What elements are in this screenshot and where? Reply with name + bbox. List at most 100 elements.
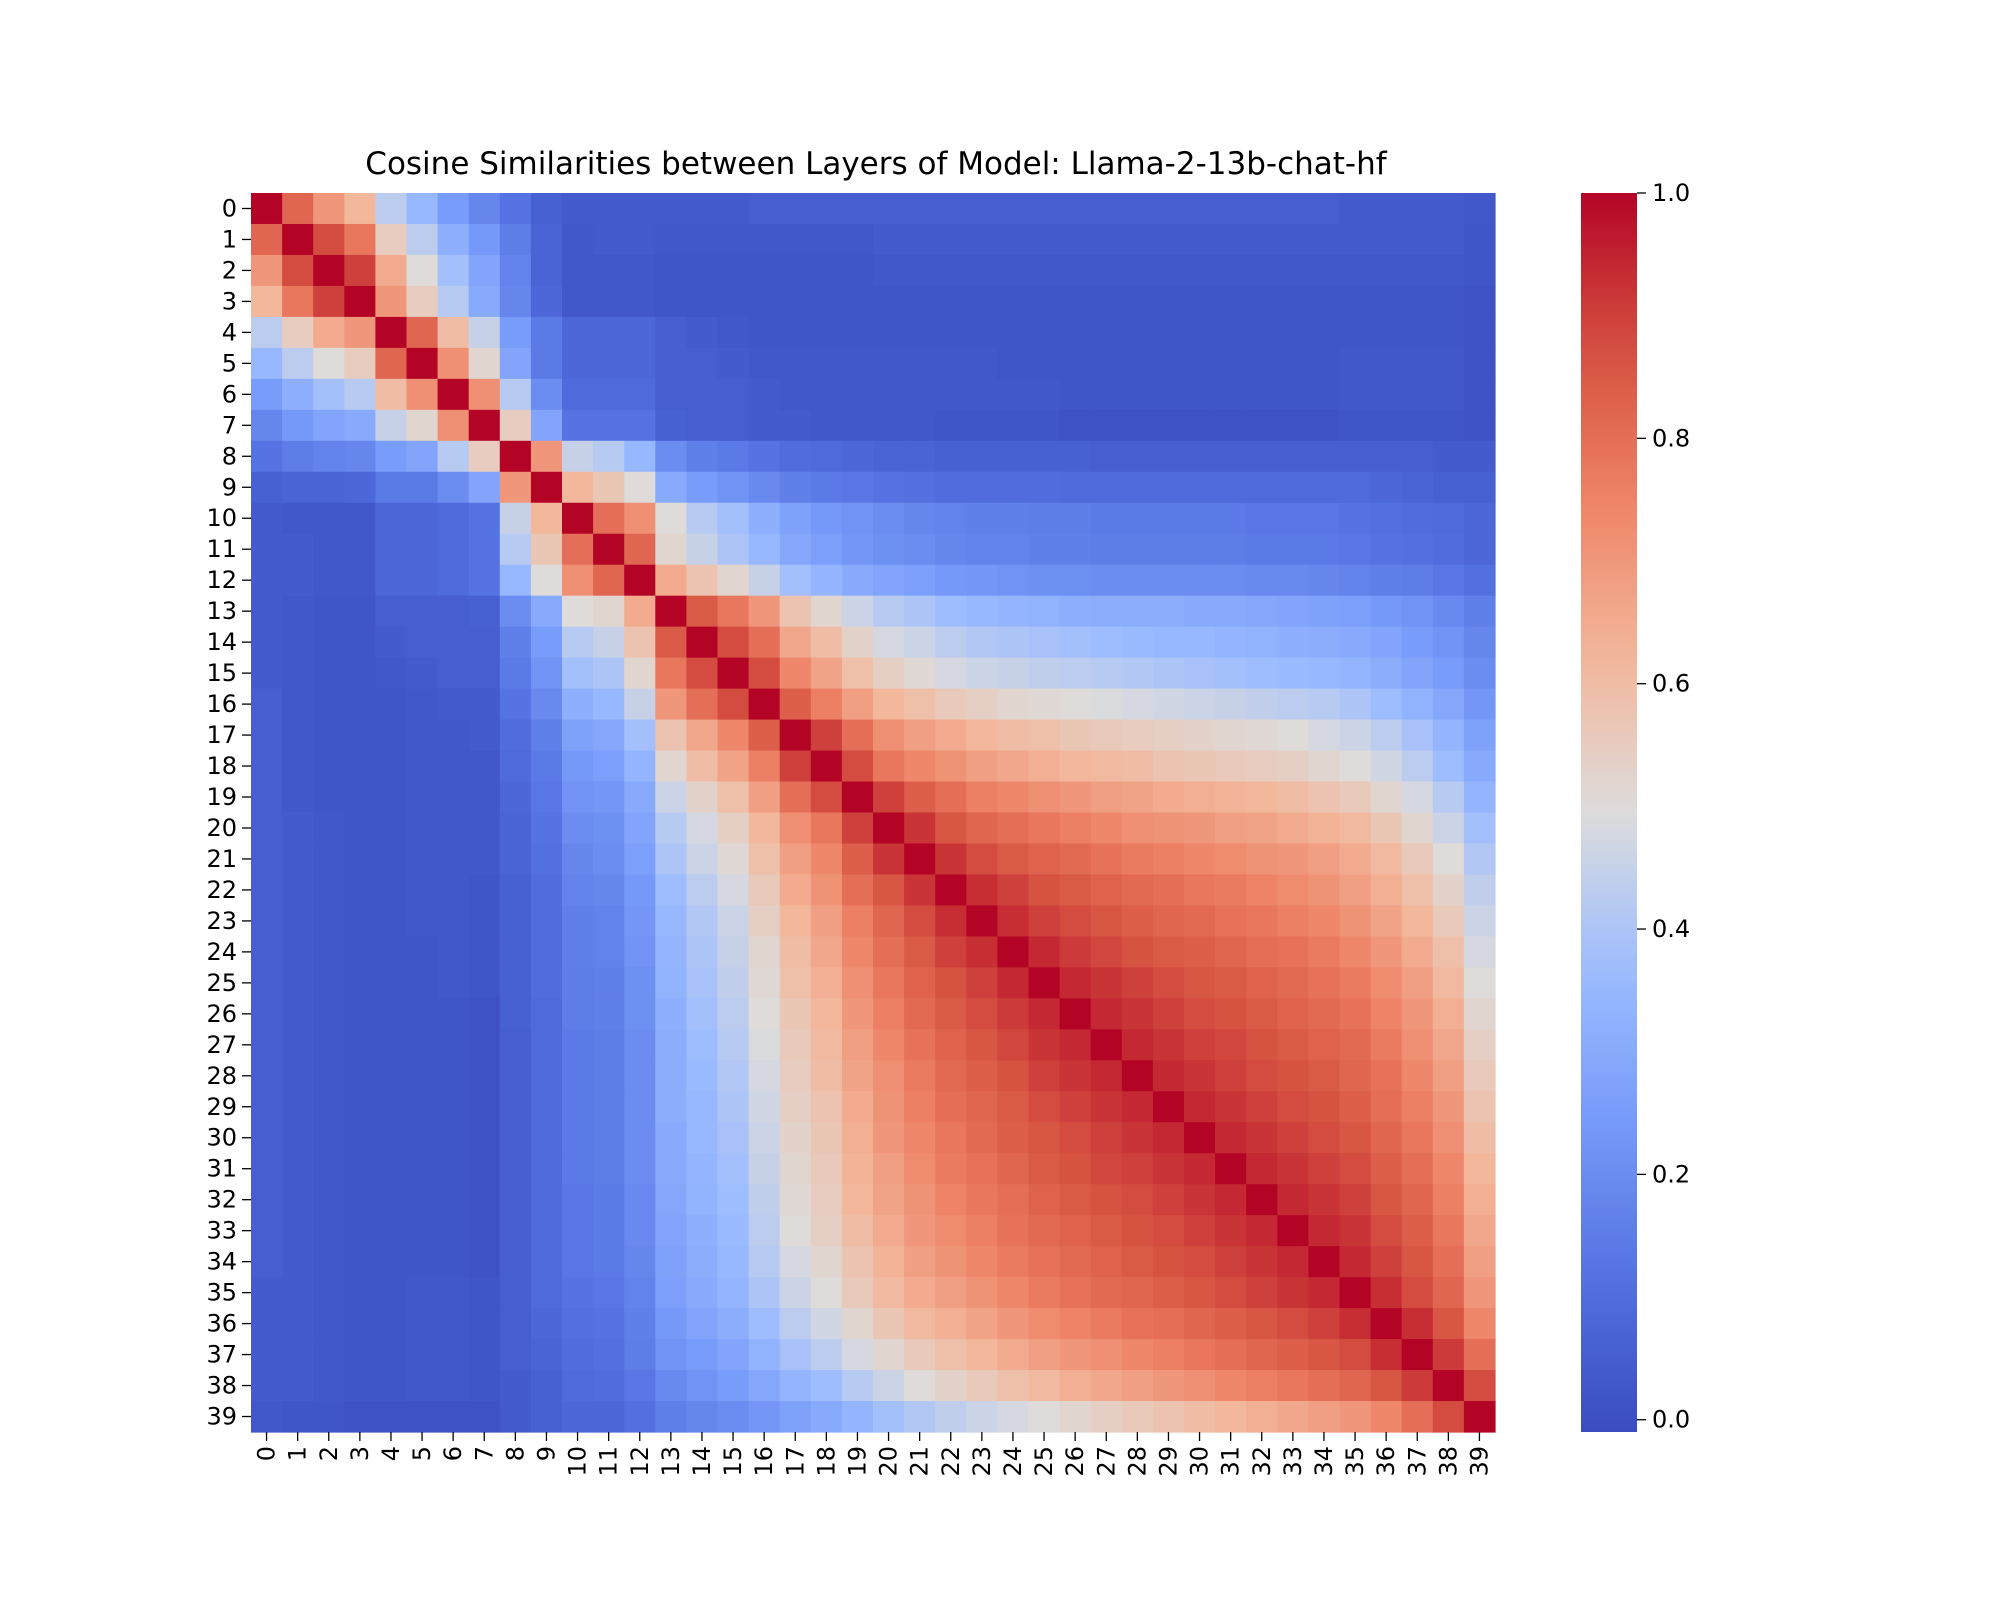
- heatmap-cell-13-4: [375, 595, 408, 628]
- heatmap-cell-12-18: [810, 564, 843, 597]
- heatmap-cell-5-7: [468, 347, 501, 380]
- heatmap-cell-25-18: [810, 967, 843, 999]
- heatmap-cell-1-1: [282, 223, 314, 256]
- heatmap-cell-3-26: [1059, 285, 1092, 318]
- heatmap-cell-4-23: [966, 316, 998, 349]
- heatmap-cell-24-27: [1090, 936, 1123, 968]
- colorbar-tick-label: 0.2: [1652, 1160, 1690, 1188]
- heatmap-cell-17-4: [375, 719, 408, 752]
- heatmap-cell-19-37: [1401, 781, 1434, 814]
- heatmap-cell-35-6: [437, 1277, 470, 1309]
- heatmap-cell-0-34: [1308, 193, 1341, 225]
- heatmap-cell-25-21: [904, 967, 936, 999]
- heatmap-cell-37-18: [810, 1339, 843, 1371]
- heatmap-cell-23-30: [1184, 905, 1216, 938]
- heatmap-cell-7-9: [530, 409, 563, 442]
- heatmap-cell-28-3: [344, 1060, 376, 1092]
- x-tick-label: 12: [626, 1446, 654, 1477]
- heatmap-cell-8-9: [530, 440, 563, 473]
- heatmap-cell-9-14: [686, 471, 719, 504]
- heatmap-cell-31-39: [1463, 1153, 1496, 1185]
- heatmap-cell-9-6: [437, 471, 470, 504]
- heatmap-cell-26-8: [499, 998, 532, 1030]
- x-tick-label: 38: [1434, 1446, 1462, 1477]
- heatmap-cell-6-39: [1463, 378, 1496, 411]
- heatmap-cell-2-8: [499, 254, 532, 287]
- heatmap-cell-32-27: [1090, 1184, 1123, 1216]
- heatmap-cell-37-11: [593, 1339, 625, 1371]
- heatmap-cell-32-26: [1059, 1184, 1092, 1216]
- heatmap-cell-29-9: [530, 1091, 563, 1123]
- heatmap-cell-8-13: [655, 440, 687, 473]
- heatmap-cell-6-31: [1215, 378, 1247, 411]
- heatmap-cell-4-8: [499, 316, 532, 349]
- heatmap-cell-1-5: [406, 223, 439, 256]
- heatmap-cell-37-3: [344, 1339, 376, 1371]
- heatmap-cell-15-28: [1121, 657, 1154, 690]
- heatmap-cell-15-17: [779, 657, 812, 690]
- heatmap-cell-2-10: [562, 254, 594, 287]
- heatmap-cell-35-8: [499, 1277, 532, 1309]
- heatmap-cell-34-39: [1463, 1246, 1496, 1278]
- heatmap-cell-30-1: [282, 1122, 314, 1154]
- heatmap-cell-39-0: [251, 1401, 283, 1433]
- heatmap-cell-17-3: [344, 719, 376, 752]
- heatmap-cell-8-18: [810, 440, 843, 473]
- heatmap-cell-7-26: [1059, 409, 1092, 442]
- heatmap-cell-15-27: [1090, 657, 1123, 690]
- heatmap-cell-12-28: [1121, 564, 1154, 597]
- heatmap-cell-3-9: [530, 285, 563, 318]
- heatmap-cell-18-4: [375, 750, 408, 783]
- heatmap-cell-19-29: [1152, 781, 1185, 814]
- heatmap-cell-13-26: [1059, 595, 1092, 628]
- heatmap-cell-16-15: [717, 688, 750, 721]
- heatmap-cell-23-36: [1370, 905, 1403, 938]
- heatmap-cell-27-12: [624, 1029, 656, 1061]
- x-tick-label: 36: [1372, 1446, 1400, 1477]
- heatmap-cell-28-26: [1059, 1060, 1092, 1092]
- heatmap-cell-5-34: [1308, 347, 1341, 380]
- heatmap-cell-5-4: [375, 347, 408, 380]
- heatmap-cell-27-4: [375, 1029, 408, 1061]
- heatmap-cell-10-11: [593, 502, 625, 535]
- heatmap-cell-36-4: [375, 1308, 408, 1340]
- heatmap-cell-8-12: [624, 440, 656, 473]
- heatmap-cell-15-7: [468, 657, 501, 690]
- heatmap-cell-33-17: [779, 1215, 812, 1247]
- heatmap-cell-11-28: [1121, 533, 1154, 566]
- heatmap-cell-25-5: [406, 967, 439, 999]
- heatmap-cell-18-6: [437, 750, 470, 783]
- heatmap-cell-24-29: [1152, 936, 1185, 968]
- heatmap-cell-30-32: [1246, 1122, 1278, 1154]
- heatmap-cell-1-37: [1401, 223, 1434, 256]
- heatmap-cell-24-33: [1277, 936, 1309, 968]
- heatmap-cell-23-23: [966, 905, 998, 938]
- heatmap-cell-28-30: [1184, 1060, 1216, 1092]
- heatmap-cell-29-24: [997, 1091, 1030, 1123]
- heatmap-cell-32-20: [873, 1184, 905, 1216]
- heatmap-cell-25-7: [468, 967, 501, 999]
- heatmap-cell-22-25: [1028, 874, 1061, 907]
- heatmap-cell-16-9: [530, 688, 563, 721]
- heatmap-cell-21-37: [1401, 843, 1434, 876]
- heatmap-cell-7-19: [841, 409, 874, 442]
- heatmap-cell-30-21: [904, 1122, 936, 1154]
- heatmap-cell-15-36: [1370, 657, 1403, 690]
- heatmap-cell-29-34: [1308, 1091, 1341, 1123]
- heatmap-cell-16-35: [1339, 688, 1372, 721]
- heatmap-cell-6-38: [1432, 378, 1465, 411]
- heatmap-cell-36-27: [1090, 1308, 1123, 1340]
- heatmap-cell-9-20: [873, 471, 905, 504]
- heatmap-cell-27-29: [1152, 1029, 1185, 1061]
- heatmap-cell-15-24: [997, 657, 1030, 690]
- heatmap-cell-33-23: [966, 1215, 998, 1247]
- heatmap-cell-0-1: [282, 193, 314, 225]
- heatmap-cell-28-18: [810, 1060, 843, 1092]
- heatmap-cell-38-9: [530, 1370, 563, 1402]
- heatmap-cell-23-38: [1432, 905, 1465, 938]
- heatmap-cell-11-0: [251, 533, 283, 566]
- heatmap-cell-35-31: [1215, 1277, 1247, 1309]
- heatmap-cell-10-26: [1059, 502, 1092, 535]
- heatmap-cell-24-1: [282, 936, 314, 968]
- heatmap-cell-6-33: [1277, 378, 1309, 411]
